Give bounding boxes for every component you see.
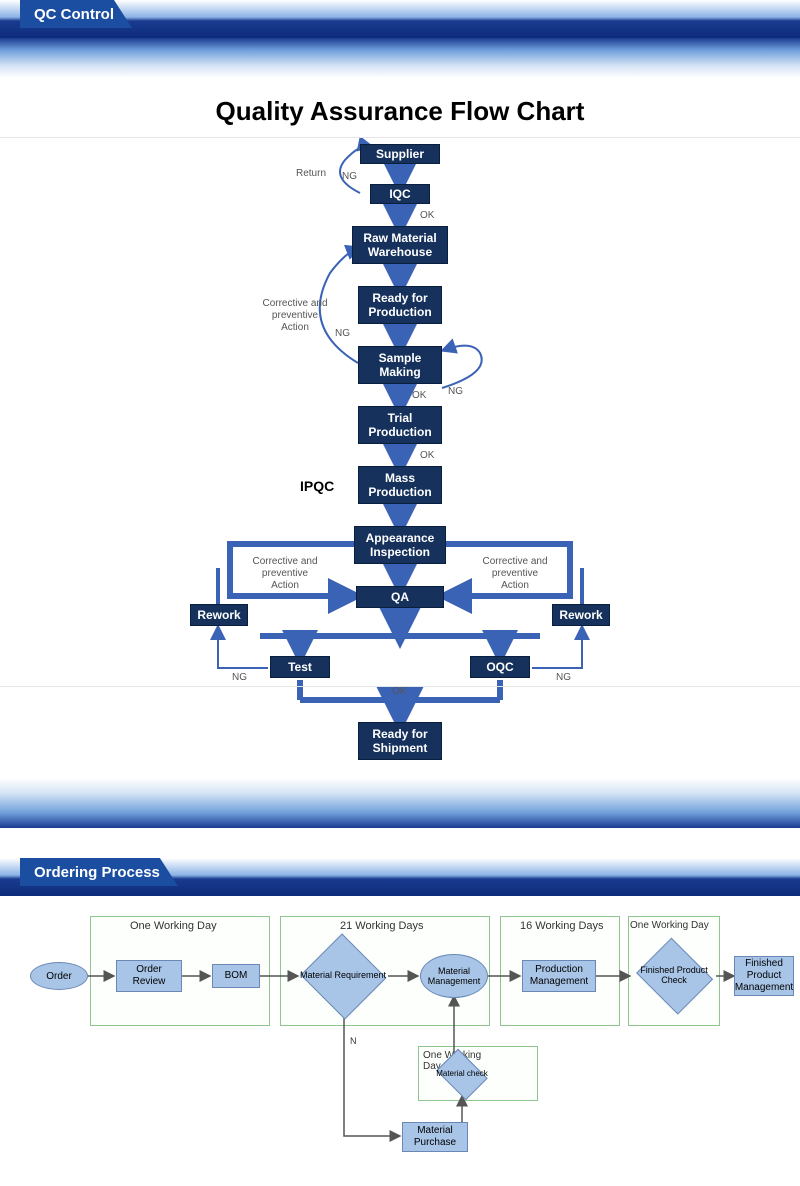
gradient-band-bottom	[0, 778, 800, 828]
node-label: OQC	[486, 660, 513, 674]
qc-tab: QC Control	[20, 0, 132, 28]
label-ng5: NG	[556, 672, 571, 684]
node-iqc: IQC	[370, 184, 430, 204]
label-ng3: NG	[448, 386, 463, 398]
node-label: Rework	[197, 608, 240, 622]
node-mat-req: Material Requirement	[298, 934, 388, 1018]
node-mat-mgmt: Material Management	[420, 954, 488, 998]
node-label: Finished Product Management	[735, 958, 793, 994]
node-label: QA	[391, 590, 409, 604]
node-label: Mass Production	[363, 471, 437, 500]
spacer	[0, 828, 800, 858]
qc-tab-label: QC Control	[34, 6, 114, 23]
node-label: Ready for Shipment	[363, 727, 437, 756]
node-label: Sample Making	[363, 351, 437, 380]
divider	[0, 686, 800, 687]
node-mat-purchase: Material Purchase	[402, 1122, 468, 1152]
node-label: Material Purchase	[405, 1125, 465, 1149]
node-label: Material check	[436, 1070, 488, 1079]
phase-1-label: One Working Day	[130, 920, 217, 932]
node-fin-check: Finished Product Check	[632, 940, 716, 1012]
ordering-tab-label: Ordering Process	[34, 864, 160, 881]
node-ready-ship: Ready for Shipment	[358, 722, 442, 760]
node-trial: Trial Production	[358, 406, 442, 444]
label-ng4: NG	[232, 672, 247, 684]
phase-4-label: One Working Day	[630, 920, 709, 931]
label-ipqc: IPQC	[300, 478, 334, 494]
node-test: Test	[270, 656, 330, 678]
ordering-flowchart: One Working Day 21 Working Days 16 Worki…	[0, 896, 800, 1186]
node-label: Order Review	[119, 964, 179, 988]
node-order: Order	[30, 962, 88, 990]
node-rework-right: Rework	[552, 604, 610, 626]
node-qa: QA	[356, 586, 444, 608]
node-mat-check: Material check	[432, 1052, 492, 1096]
node-label: Finished Product Check	[632, 966, 716, 986]
qa-flowchart: Supplier IQC Raw Material Warehouse Read…	[0, 138, 800, 778]
label-corrective-l: Corrective and preventive Action	[250, 556, 320, 592]
label-return: Return	[296, 168, 326, 180]
node-appearance: Appearance Inspection	[354, 526, 446, 564]
label-ng2: NG	[335, 328, 350, 340]
node-rework-left: Rework	[190, 604, 248, 626]
node-review: Order Review	[116, 960, 182, 992]
node-label: IQC	[389, 187, 410, 201]
node-label: Production Management	[525, 964, 593, 988]
node-ready-prod: Ready for Production	[358, 286, 442, 324]
node-supplier: Supplier	[360, 144, 440, 164]
ordering-tab: Ordering Process	[20, 858, 178, 886]
label-ok: OK	[420, 210, 434, 222]
node-label: Supplier	[376, 147, 424, 161]
node-fin-mgmt: Finished Product Management	[734, 956, 794, 996]
qc-section-header: QC Control	[0, 0, 800, 38]
node-oqc: OQC	[470, 656, 530, 678]
node-label: Appearance Inspection	[359, 531, 441, 560]
label-ok3: OK	[420, 450, 434, 462]
label-corrective-r: Corrective and preventive Action	[480, 556, 550, 592]
node-label: Material Management	[421, 966, 487, 986]
node-label: Rework	[559, 608, 602, 622]
label-ng: NG	[342, 171, 357, 183]
node-label: Trial Production	[363, 411, 437, 440]
node-label: Order	[46, 971, 72, 982]
label-n: N	[350, 1036, 357, 1046]
node-label: Raw Material Warehouse	[357, 231, 443, 260]
label-ok4: OK	[392, 686, 406, 698]
node-label: Ready for Production	[363, 291, 437, 320]
node-sample: Sample Making	[358, 346, 442, 384]
node-label: BOM	[225, 970, 248, 982]
node-label: Material Requirement	[300, 971, 386, 981]
gradient-band	[0, 38, 800, 78]
ordering-section-header: Ordering Process	[0, 858, 800, 896]
node-label: Test	[288, 660, 312, 674]
label-ok2: OK	[412, 390, 426, 402]
node-raw-material: Raw Material Warehouse	[352, 226, 448, 264]
phase-3-label: 16 Working Days	[520, 920, 604, 932]
qa-chart-title: Quality Assurance Flow Chart	[0, 78, 800, 138]
phase-2-label: 21 Working Days	[340, 920, 424, 932]
node-mass: Mass Production	[358, 466, 442, 504]
label-corrective: Corrective and preventive Action	[260, 298, 330, 334]
node-bom: BOM	[212, 964, 260, 988]
node-prod-mgmt: Production Management	[522, 960, 596, 992]
